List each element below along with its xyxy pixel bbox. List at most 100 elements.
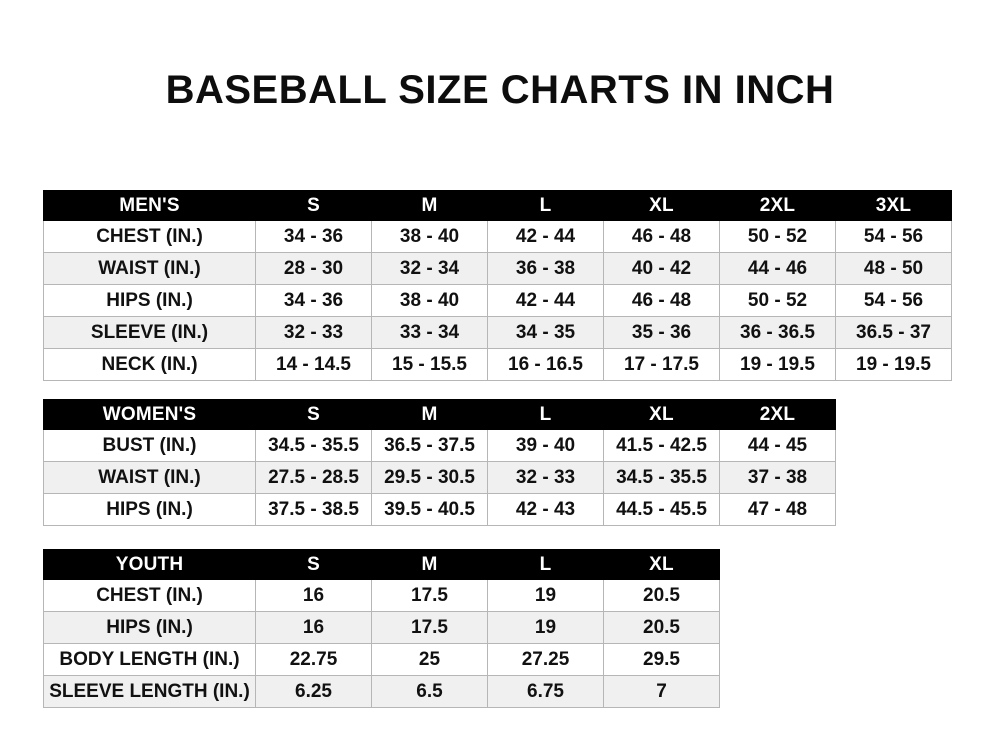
measurement-cell: 22.75 (255, 643, 372, 676)
measurement-cell: 19 (487, 579, 604, 612)
youth-table-body: CHEST (IN.) 16 17.5 19 20.5 HIPS (IN.) 16 17.5 1… (43, 579, 720, 708)
row-label: BODY LENGTH (IN.) (43, 643, 256, 676)
mens-size-table: MEN'S S M L XL 2XL 3XL CHEST (IN.) 34 - 36 38 - … (43, 190, 952, 381)
measurement-cell: 6.75 (487, 675, 604, 708)
table-row: HIPS (IN.) 34 - 36 38 - 40 42 - 44 46 - 48 50… (43, 284, 952, 317)
measurement-cell: 34 - 35 (487, 316, 604, 349)
measurement-cell: 36 - 36.5 (719, 316, 836, 349)
womens-table-body: BUST (IN.) 34.5 - 35.5 36.5 - 37.5 39 - 40 4… (43, 429, 836, 526)
measurement-cell: 41.5 - 42.5 (603, 429, 720, 462)
measurement-cell: 54 - 56 (835, 220, 952, 253)
youth-size-table: YOUTH S M L XL CHEST (IN.) 16 17.5 19 20.5 HIPS (… (43, 549, 720, 708)
measurement-cell: 47 - 48 (719, 493, 836, 526)
measurement-cell: 15 - 15.5 (371, 348, 488, 381)
measurement-cell: 44 - 45 (719, 429, 836, 462)
row-label: BUST (IN.) (43, 429, 256, 462)
measurement-cell: 40 - 42 (603, 252, 720, 285)
measurement-cell: 48 - 50 (835, 252, 952, 285)
measurement-cell: 46 - 48 (603, 220, 720, 253)
womens-size-header-xl: XL (603, 399, 720, 430)
measurement-cell: 44 - 46 (719, 252, 836, 285)
table-row: BUST (IN.) 34.5 - 35.5 36.5 - 37.5 39 - 40 4… (43, 429, 836, 462)
measurement-cell: 17 - 17.5 (603, 348, 720, 381)
mens-size-header-2xl: 2XL (719, 190, 836, 221)
measurement-cell: 7 (603, 675, 720, 708)
youth-group-label: YOUTH (43, 549, 256, 580)
measurement-cell: 16 (255, 579, 372, 612)
table-row: NECK (IN.) 14 - 14.5 15 - 15.5 16 - 16.5 17 … (43, 348, 952, 381)
measurement-cell: 37.5 - 38.5 (255, 493, 372, 526)
womens-group-label: WOMEN'S (43, 399, 256, 430)
measurement-cell: 19 - 19.5 (835, 348, 952, 381)
measurement-cell: 36 - 38 (487, 252, 604, 285)
table-row: WAIST (IN.) 28 - 30 32 - 34 36 - 38 40 - 42 4… (43, 252, 952, 285)
measurement-cell: 54 - 56 (835, 284, 952, 317)
table-row: CHEST (IN.) 34 - 36 38 - 40 42 - 44 46 - 48 5… (43, 220, 952, 253)
measurement-cell: 35 - 36 (603, 316, 720, 349)
youth-size-header-xl: XL (603, 549, 720, 580)
measurement-cell: 28 - 30 (255, 252, 372, 285)
measurement-cell: 39.5 - 40.5 (371, 493, 488, 526)
measurement-cell: 29.5 (603, 643, 720, 676)
table-row: CHEST (IN.) 16 17.5 19 20.5 (43, 579, 720, 612)
youth-size-header-l: L (487, 549, 604, 580)
row-label: WAIST (IN.) (43, 461, 256, 494)
table-row: HIPS (IN.) 16 17.5 19 20.5 (43, 611, 720, 644)
mens-size-header-m: M (371, 190, 488, 221)
youth-size-chart: YOUTH S M L XL CHEST (IN.) 16 17.5 19 20.5 HIPS (… (43, 549, 720, 708)
measurement-cell: 16 - 16.5 (487, 348, 604, 381)
row-label: NECK (IN.) (43, 348, 256, 381)
womens-header-row: WOMEN'S S M L XL 2XL (43, 399, 836, 430)
measurement-cell: 32 - 33 (255, 316, 372, 349)
row-label: WAIST (IN.) (43, 252, 256, 285)
womens-size-header-2xl: 2XL (719, 399, 836, 430)
measurement-cell: 33 - 34 (371, 316, 488, 349)
measurement-cell: 38 - 40 (371, 284, 488, 317)
measurement-cell: 17.5 (371, 611, 488, 644)
measurement-cell: 34.5 - 35.5 (255, 429, 372, 462)
womens-size-header-m: M (371, 399, 488, 430)
measurement-cell: 6.5 (371, 675, 488, 708)
measurement-cell: 6.25 (255, 675, 372, 708)
mens-size-header-s: S (255, 190, 372, 221)
measurement-cell: 34 - 36 (255, 220, 372, 253)
table-row: SLEEVE (IN.) 32 - 33 33 - 34 34 - 35 35 - 36… (43, 316, 952, 349)
youth-size-header-m: M (371, 549, 488, 580)
row-label: SLEEVE LENGTH (IN.) (43, 675, 256, 708)
measurement-cell: 32 - 33 (487, 461, 604, 494)
measurement-cell: 17.5 (371, 579, 488, 612)
measurement-cell: 38 - 40 (371, 220, 488, 253)
measurement-cell: 27.25 (487, 643, 604, 676)
measurement-cell: 44.5 - 45.5 (603, 493, 720, 526)
measurement-cell: 37 - 38 (719, 461, 836, 494)
womens-table-head: WOMEN'S S M L XL 2XL (43, 399, 836, 430)
measurement-cell: 42 - 44 (487, 284, 604, 317)
measurement-cell: 19 (487, 611, 604, 644)
womens-size-table: WOMEN'S S M L XL 2XL BUST (IN.) 34.5 - 35.5 36.… (43, 399, 836, 526)
measurement-cell: 16 (255, 611, 372, 644)
mens-size-header-3xl: 3XL (835, 190, 952, 221)
mens-size-chart: MEN'S S M L XL 2XL 3XL CHEST (IN.) 34 - 36 38 - … (43, 190, 952, 381)
measurement-cell: 42 - 43 (487, 493, 604, 526)
mens-table-head: MEN'S S M L XL 2XL 3XL (43, 190, 952, 221)
row-label: HIPS (IN.) (43, 611, 256, 644)
measurement-cell: 20.5 (603, 611, 720, 644)
womens-size-header-s: S (255, 399, 372, 430)
row-label: CHEST (IN.) (43, 220, 256, 253)
measurement-cell: 32 - 34 (371, 252, 488, 285)
measurement-cell: 20.5 (603, 579, 720, 612)
table-row: WAIST (IN.) 27.5 - 28.5 29.5 - 30.5 32 - 33… (43, 461, 836, 494)
mens-table-body: CHEST (IN.) 34 - 36 38 - 40 42 - 44 46 - 48 5… (43, 220, 952, 381)
youth-size-header-s: S (255, 549, 372, 580)
measurement-cell: 46 - 48 (603, 284, 720, 317)
table-row: BODY LENGTH (IN.) 22.75 25 27.25 29.5 (43, 643, 720, 676)
measurement-cell: 14 - 14.5 (255, 348, 372, 381)
youth-table-head: YOUTH S M L XL (43, 549, 720, 580)
table-row: HIPS (IN.) 37.5 - 38.5 39.5 - 40.5 42 - 43 4… (43, 493, 836, 526)
womens-size-header-l: L (487, 399, 604, 430)
mens-group-label: MEN'S (43, 190, 256, 221)
mens-size-header-xl: XL (603, 190, 720, 221)
mens-header-row: MEN'S S M L XL 2XL 3XL (43, 190, 952, 221)
row-label: HIPS (IN.) (43, 284, 256, 317)
